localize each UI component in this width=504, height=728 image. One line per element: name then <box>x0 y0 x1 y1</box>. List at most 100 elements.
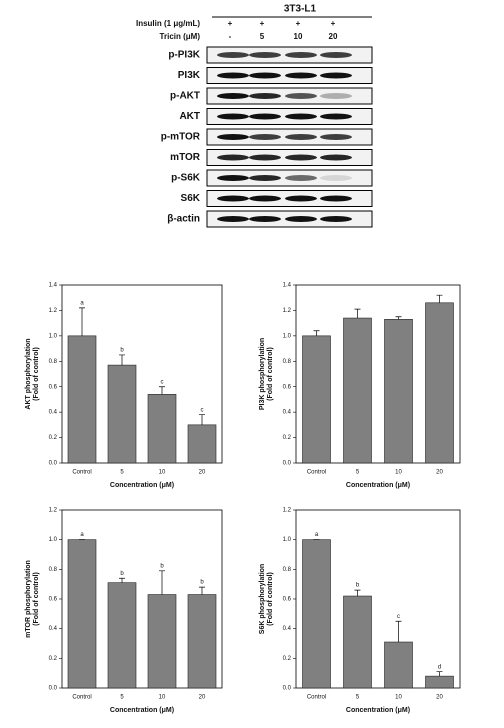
y-tick-label: 1.0 <box>49 537 58 543</box>
significance-letter: c <box>397 614 400 620</box>
blot-band <box>285 216 317 222</box>
y-tick-label: 0.4 <box>49 410 58 416</box>
bar <box>67 539 97 689</box>
significance-letter: c <box>201 407 204 413</box>
x-tick-label: 20 <box>436 470 443 476</box>
blot-band <box>285 154 317 161</box>
significance-letter: b <box>120 348 124 354</box>
y-axis-label: (Fold of control) <box>33 347 40 401</box>
bar <box>343 595 372 689</box>
blot-band <box>249 52 281 58</box>
blot-row-label: p-mTOR <box>161 132 201 143</box>
y-axis-label: S6K phosphorylation <box>259 564 266 634</box>
blot-band <box>285 93 317 99</box>
x-axis-label: Concentration (μM) <box>110 482 174 489</box>
y-tick-label: 0.8 <box>49 567 58 573</box>
bar <box>147 594 177 689</box>
significance-letter: a <box>80 300 84 306</box>
y-tick-label: 0.2 <box>283 435 292 441</box>
blot-band <box>249 216 281 222</box>
y-tick-label: 0.0 <box>283 686 292 692</box>
significance-letter: b <box>200 580 204 586</box>
blot-band <box>320 195 352 202</box>
y-axis-label: (Fold of control) <box>33 572 40 626</box>
significance-letter: c <box>161 379 164 385</box>
blot-band <box>320 134 352 140</box>
blot-band <box>217 175 249 181</box>
error-bar <box>159 386 165 395</box>
y-axis-label: PI3K phosphorylation <box>259 338 266 410</box>
blot-band <box>285 113 317 120</box>
y-axis-label: (Fold of control) <box>267 347 274 401</box>
blot-title: 3T3-L1 <box>284 4 317 15</box>
y-tick-label: 1.2 <box>49 508 58 514</box>
error-bar <box>119 354 125 366</box>
y-tick-label: 0.0 <box>283 461 292 467</box>
y-axis-label: mTOR phosphorylation <box>25 560 32 638</box>
y-tick-label: 0.4 <box>283 626 292 632</box>
y-tick-label: 1.4 <box>49 283 58 289</box>
y-tick-label: 0.8 <box>49 359 58 365</box>
blot-band <box>320 154 352 161</box>
y-tick-label: 0.8 <box>283 359 292 365</box>
x-axis-label: Concentration (μM) <box>346 707 410 714</box>
blot-band <box>320 113 352 120</box>
x-tick-label: 5 <box>356 695 360 701</box>
y-tick-label: 1.2 <box>283 508 292 514</box>
x-tick-label: 20 <box>199 695 206 701</box>
y-tick-label: 0.2 <box>49 435 58 441</box>
blot-band <box>217 93 249 99</box>
bar <box>67 335 97 464</box>
treatment-label: Insulin (1 μg/mL) <box>136 19 200 28</box>
x-tick-label: 10 <box>159 470 166 476</box>
blot-band <box>217 72 249 79</box>
blot-band <box>320 72 352 79</box>
blot-band <box>285 52 317 58</box>
significance-letter: b <box>160 563 164 569</box>
bar <box>107 582 137 689</box>
x-tick-label: 5 <box>120 695 124 701</box>
error-bar <box>159 570 165 595</box>
bar <box>425 675 454 689</box>
error-bar <box>79 307 85 336</box>
bar <box>384 641 413 689</box>
error-bar <box>199 586 205 595</box>
blot-band <box>285 134 317 140</box>
y-tick-label: 0.2 <box>49 656 58 662</box>
error-bar <box>313 330 320 336</box>
bar <box>302 539 331 689</box>
bar <box>187 594 217 689</box>
significance-letter: b <box>356 583 360 589</box>
error-bar <box>436 294 443 303</box>
y-tick-label: 0.6 <box>49 384 58 390</box>
blot-band <box>285 195 317 202</box>
significance-letter: a <box>315 532 319 538</box>
blot-band <box>217 195 249 202</box>
x-tick-label: 20 <box>436 695 443 701</box>
treatment-value: + <box>260 19 265 28</box>
significance-letter: d <box>438 664 441 670</box>
blot-band <box>320 175 352 181</box>
x-tick-label: Control <box>72 695 91 701</box>
y-tick-label: 0.6 <box>283 384 292 390</box>
y-tick-label: 0.6 <box>283 597 292 603</box>
bar <box>187 424 217 464</box>
blot-band <box>320 216 352 222</box>
treatment-value: 5 <box>260 32 265 41</box>
treatment-value: 10 <box>294 32 303 41</box>
blot-row-label: p-AKT <box>170 91 200 102</box>
x-tick-label: Control <box>72 470 91 476</box>
blot-band <box>320 52 352 58</box>
significance-letter: a <box>80 532 84 538</box>
y-tick-label: 1.0 <box>283 333 292 339</box>
y-axis-label: (Fold of control) <box>267 572 274 626</box>
y-tick-label: 0.8 <box>283 567 292 573</box>
blot-band <box>285 72 317 79</box>
blot-row-label: PI3K <box>178 70 201 81</box>
bar <box>302 335 331 464</box>
blot-band <box>320 93 352 99</box>
blot-band <box>249 134 281 140</box>
blot-band <box>217 113 249 120</box>
x-axis-label: Concentration (μM) <box>346 482 410 489</box>
